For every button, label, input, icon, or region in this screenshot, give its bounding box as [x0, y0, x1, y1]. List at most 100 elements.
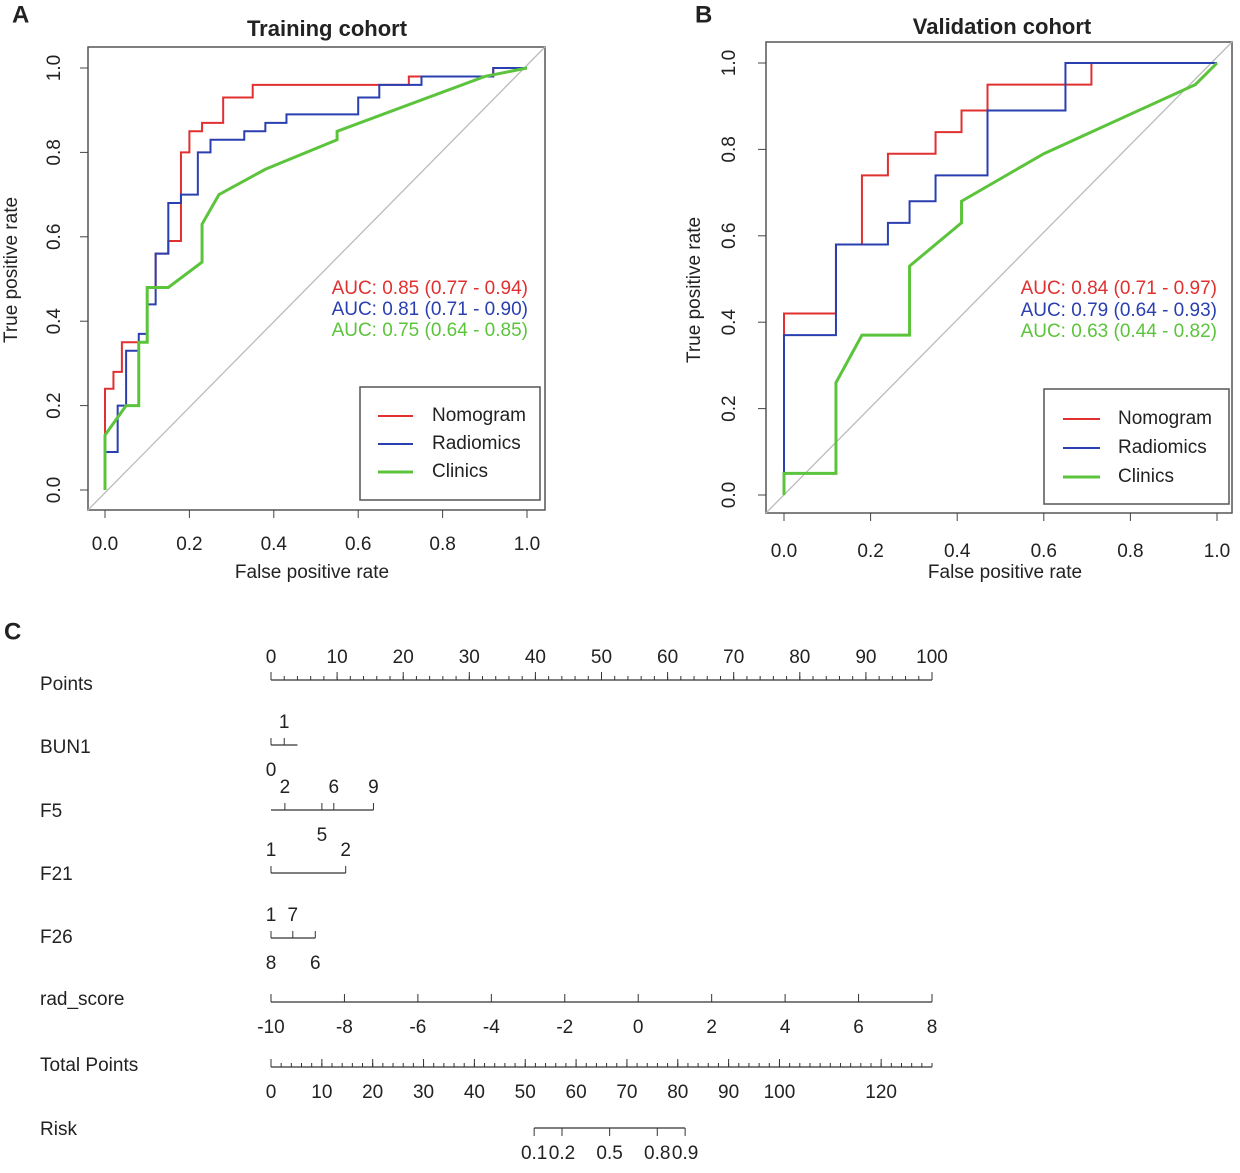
tick-label: 1 [266, 840, 277, 861]
chart-title: Validation cohort [913, 14, 1092, 39]
roc-curve [103, 66, 528, 490]
x-tick-label: 0.0 [771, 541, 797, 562]
legend-label: Clinics [432, 461, 488, 482]
auc-annotation: AUC: 0.84 (0.71 - 0.97) [1021, 278, 1217, 299]
tick-label: 50 [515, 1082, 536, 1103]
tick-label: 0 [266, 647, 277, 668]
y-tick-label: 0.8 [44, 139, 65, 165]
reference-diagonal [765, 41, 1233, 514]
roc-curve [782, 61, 1219, 495]
x-axis-label: False positive rate [235, 562, 389, 583]
panel-label: C [4, 618, 21, 645]
tick-label: 8 [266, 953, 277, 974]
tick-label: 100 [764, 1082, 796, 1103]
tick-label: -2 [556, 1017, 573, 1038]
tick-label: 6 [329, 777, 340, 798]
chart-title: Training cohort [247, 16, 408, 41]
legend-label: Clinics [1118, 466, 1174, 487]
tick-label: 70 [616, 1082, 637, 1103]
plot-frame [87, 46, 546, 511]
row-label: F21 [40, 864, 73, 885]
tick-label: 1 [279, 712, 290, 733]
plot-frame [765, 41, 1233, 514]
tick-label: 30 [459, 647, 480, 668]
tick-label: -4 [483, 1017, 500, 1038]
y-tick-label: 0.2 [44, 392, 65, 418]
auc-annotation: AUC: 0.63 (0.44 - 0.82) [1021, 321, 1217, 342]
tick-label: 8 [927, 1017, 938, 1038]
y-tick-label: 1.0 [44, 55, 65, 81]
tick-label: 4 [780, 1017, 791, 1038]
legend-label: Nomogram [432, 405, 526, 426]
tick-label: 0.5 [596, 1143, 622, 1164]
tick-label: 80 [789, 647, 810, 668]
tick-label: 9 [368, 777, 379, 798]
tick-label: 6 [310, 953, 321, 974]
x-tick-label: 0.2 [857, 541, 883, 562]
y-tick-label: 0.4 [719, 309, 740, 336]
tick-label: 120 [865, 1082, 897, 1103]
y-tick-label: 0.6 [719, 223, 740, 249]
x-tick-label: 0.6 [345, 534, 371, 555]
auc-annotation: AUC: 0.81 (0.71 - 0.90) [332, 299, 528, 320]
x-tick-label: 0.4 [261, 534, 288, 555]
panel-label: B [695, 1, 712, 28]
tick-label: 90 [855, 647, 876, 668]
x-tick-label: 0.4 [944, 541, 971, 562]
tick-label: -6 [409, 1017, 426, 1038]
tick-label: 10 [327, 647, 348, 668]
tick-label: 5 [317, 825, 328, 846]
y-axis-label: True positive rate [1, 197, 22, 343]
roc-curve [104, 67, 527, 490]
x-axis-label: False positive rate [928, 562, 1082, 583]
tick-label: 50 [591, 647, 612, 668]
x-tick-label: 0.2 [176, 534, 202, 555]
tick-label: 40 [525, 647, 546, 668]
row-label: Points [40, 674, 93, 695]
tick-label: 7 [288, 905, 299, 926]
legend-box [1043, 388, 1230, 505]
tick-label: 0 [266, 760, 277, 781]
tick-label: 30 [413, 1082, 434, 1103]
y-tick-label: 0.0 [719, 482, 740, 508]
y-tick-label: 0.0 [44, 477, 65, 503]
row-label: BUN1 [40, 737, 91, 758]
auc-annotation: AUC: 0.79 (0.64 - 0.93) [1021, 300, 1217, 321]
y-tick-label: 0.8 [719, 136, 740, 162]
roc-curve [783, 62, 1217, 495]
row-label: Total Points [40, 1055, 138, 1076]
y-axis-label: True positive rate [684, 217, 705, 363]
tick-label: 0.2 [549, 1143, 575, 1164]
x-tick-label: 0.8 [1117, 541, 1143, 562]
tick-label: 0 [266, 1082, 277, 1103]
tick-label: 20 [362, 1082, 383, 1103]
y-tick-label: 0.6 [44, 224, 65, 250]
roc-curve [104, 67, 527, 490]
tick-label: 0.9 [672, 1143, 698, 1164]
tick-label: 2 [280, 777, 291, 798]
tick-label: 60 [566, 1082, 587, 1103]
tick-label: 40 [464, 1082, 485, 1103]
tick-label: 20 [393, 647, 414, 668]
legend-label: Radiomics [1118, 437, 1207, 458]
x-tick-label: 0.6 [1031, 541, 1057, 562]
tick-label: 10 [311, 1082, 332, 1103]
tick-label: 0.1 [521, 1143, 547, 1164]
auc-annotation: AUC: 0.85 (0.77 - 0.94) [332, 278, 528, 299]
reference-diagonal [87, 46, 546, 511]
legend-label: Radiomics [432, 433, 521, 454]
auc-annotation: AUC: 0.75 (0.64 - 0.85) [332, 320, 528, 341]
tick-label: 80 [667, 1082, 688, 1103]
row-label: F26 [40, 927, 73, 948]
tick-label: 90 [718, 1082, 739, 1103]
tick-label: 6 [853, 1017, 864, 1038]
tick-label: 70 [723, 647, 744, 668]
tick-label: 0 [633, 1017, 644, 1038]
tick-label: 2 [706, 1017, 717, 1038]
row-label: rad_score [40, 989, 125, 1010]
y-tick-label: 0.2 [719, 395, 740, 421]
panel-label: A [12, 1, 29, 28]
row-label: F5 [40, 801, 62, 822]
legend-label: Nomogram [1118, 408, 1212, 429]
